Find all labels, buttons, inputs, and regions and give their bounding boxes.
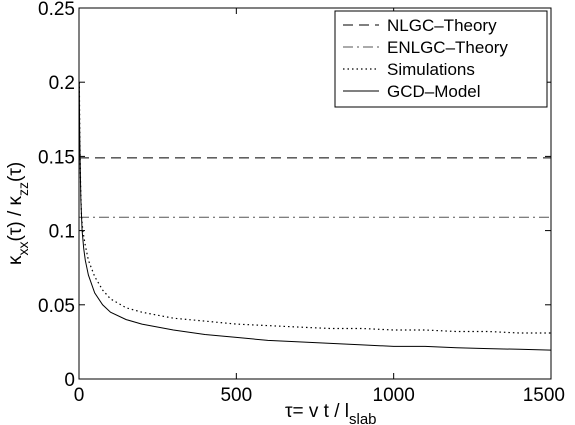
y-axis-label: κxx(τ) / κzz(τ): [5, 162, 31, 265]
y-axis-label-kappa2: κ: [5, 196, 26, 206]
series-layer: [78, 82, 552, 351]
y-axis-label-mid: (τ) /: [5, 206, 26, 242]
x-axis-label: τ= v t / lslab: [285, 401, 377, 425]
y-axis-label-sub1: xx: [15, 242, 31, 256]
y-tick-label: 0.1: [49, 222, 75, 243]
y-tick-label: 0.05: [38, 296, 75, 317]
legend-item: GCD–Model: [343, 82, 481, 101]
x-axis-label-main: τ= v t / l: [285, 401, 349, 422]
y-tick-label: 0: [64, 370, 75, 391]
legend-item: ENLGC–Theory: [343, 38, 508, 57]
legend: NLGC–Theory ENLGC–Theory Simulations GCD–Mo…: [334, 10, 548, 108]
legend-label: ENLGC–Theory: [387, 38, 508, 57]
legend-label: Simulations: [387, 60, 475, 79]
legend-label: GCD–Model: [387, 82, 481, 101]
x-tick-label: 1000: [373, 385, 415, 406]
legend-items: NLGC–Theory ENLGC–Theory Simulations GCD–Mo…: [343, 16, 508, 101]
legend-label: NLGC–Theory: [387, 16, 497, 35]
x-axis-label-subscript: slab: [349, 411, 377, 425]
y-tick-label: 0.15: [38, 147, 75, 168]
legend-item: Simulations: [343, 60, 475, 79]
y-axis-label-kappa1: κ: [5, 255, 26, 265]
y-tick-labels: 0 0.05 0.1 0.15 0.2 0.25: [38, 0, 75, 391]
x-tick-label: 1500: [523, 385, 565, 406]
x-tick-label: 500: [220, 385, 252, 406]
x-tick-label: 0: [74, 385, 85, 406]
y-tick-label: 0.2: [49, 73, 75, 94]
y-axis-label-sub2: zz: [15, 182, 31, 196]
x-tick-labels: 0 500 1000 1500: [74, 385, 565, 406]
series-gcd-model-line: [78, 82, 552, 351]
legend-item: NLGC–Theory: [343, 16, 497, 35]
y-tick-label: 0.25: [38, 0, 75, 20]
plot-frame: [78, 7, 552, 380]
y-axis-label-end: (τ): [5, 162, 26, 182]
